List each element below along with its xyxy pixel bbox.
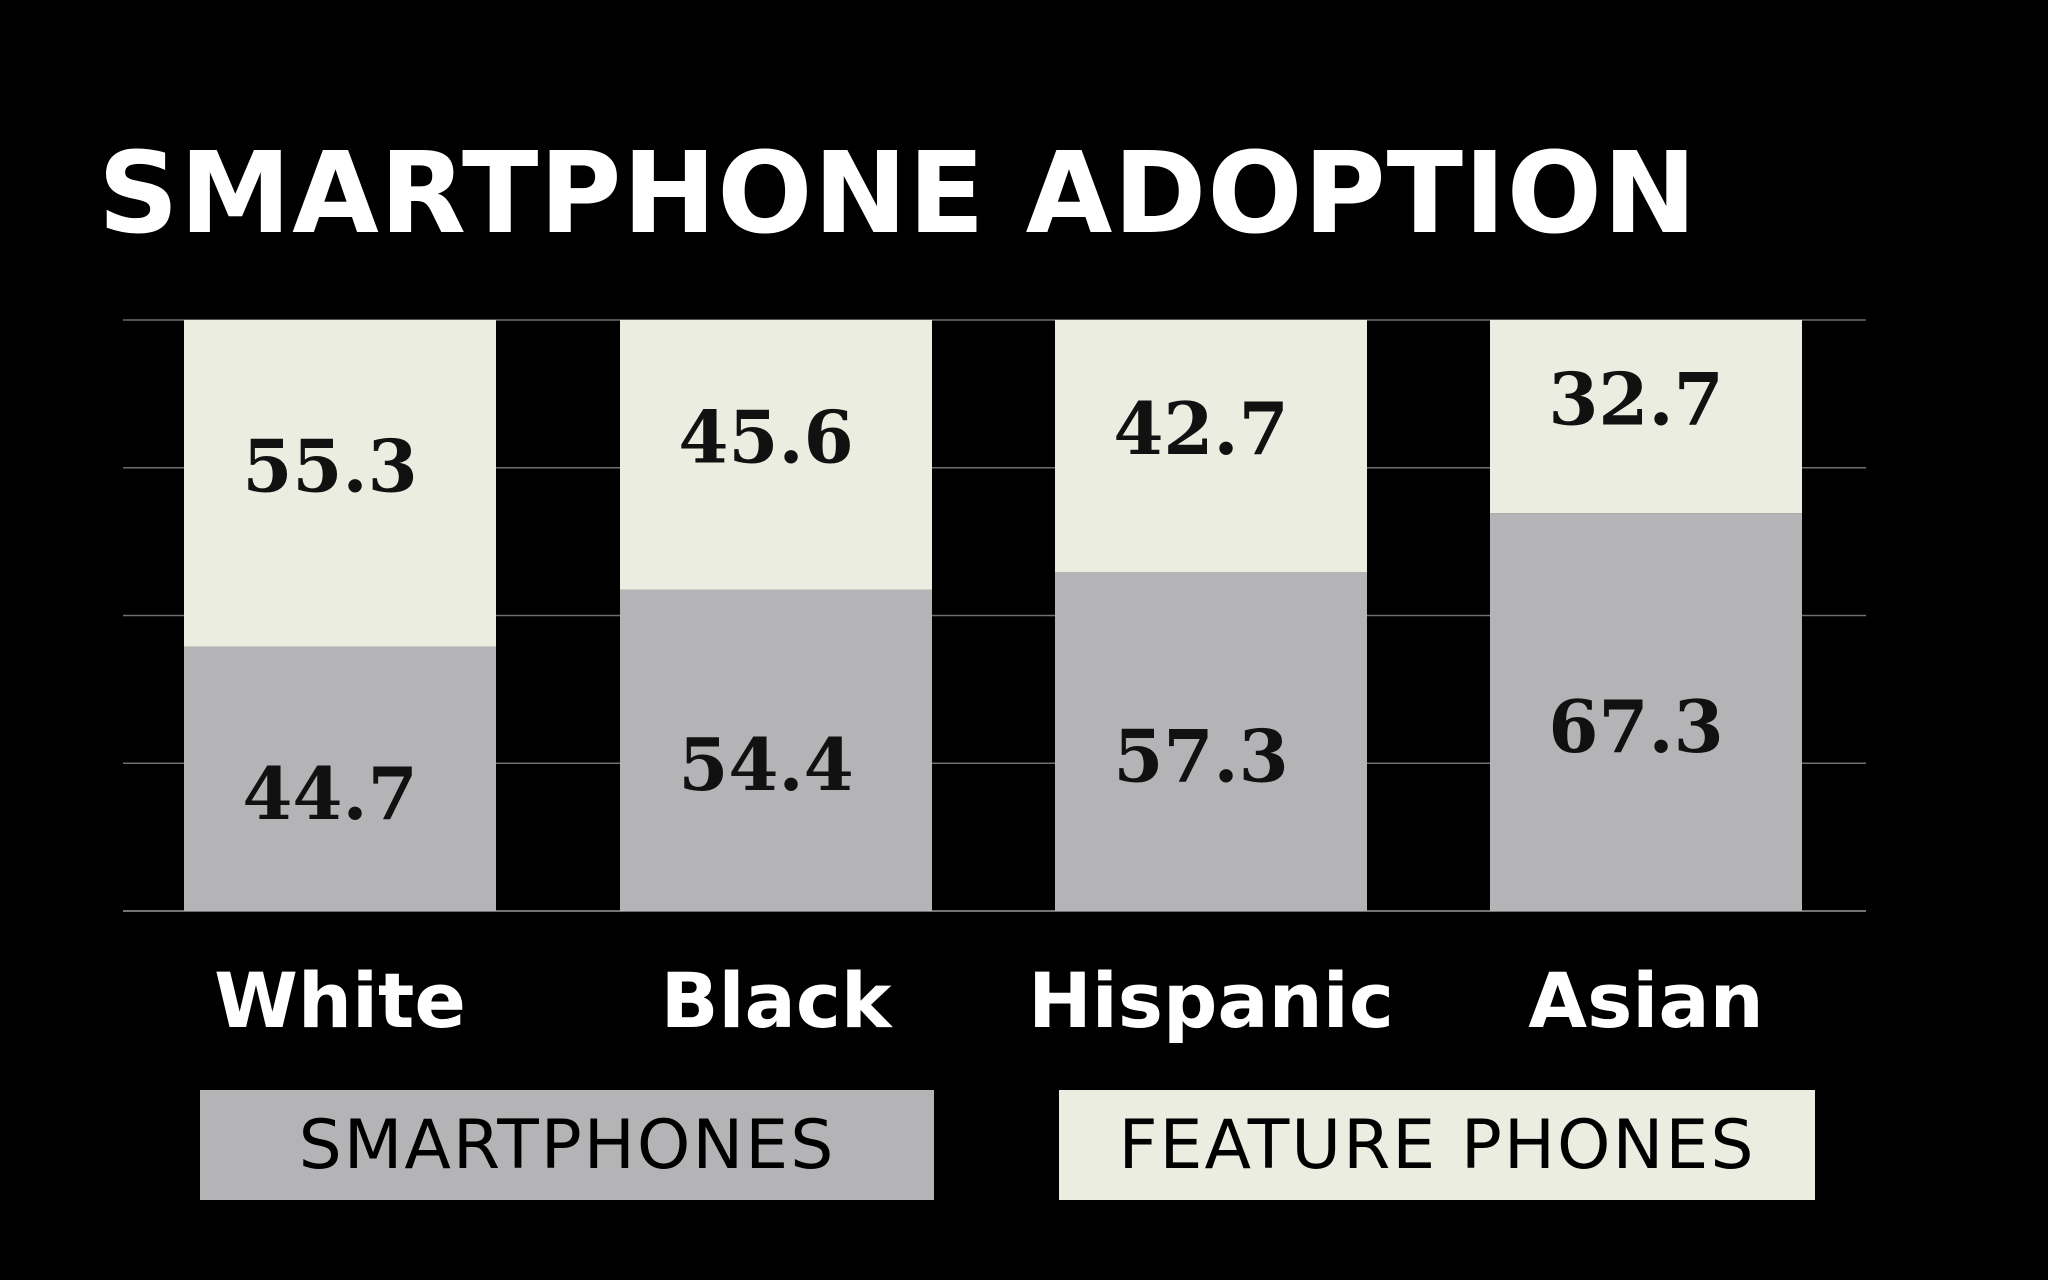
bar-feature-phones-asian: [1490, 320, 1802, 514]
bar-feature-phones-black: [620, 320, 932, 590]
bar-smartphones-hispanic: [1055, 572, 1367, 911]
value-labels: 44.7 55.3 54.4 45.6 57.3 42.7 67.3 32.7: [242, 357, 1723, 836]
category-label-hispanic: Hispanic: [1028, 956, 1394, 1045]
bars: [184, 320, 1802, 911]
bar-smartphones-black: [620, 589, 932, 911]
bar-smartphones-asian: [1490, 513, 1802, 911]
value-label-smartphones-asian: 67.3: [1548, 684, 1723, 769]
value-label-feature-phones-hispanic: 42.7: [1113, 386, 1288, 471]
category-label-black: Black: [661, 956, 893, 1045]
category-label-white: White: [214, 956, 466, 1045]
chart-title: SMARTPHONE ADOPTION: [98, 129, 1698, 259]
value-label-smartphones-hispanic: 57.3: [1113, 714, 1288, 799]
bar-feature-phones-hispanic: [1055, 320, 1367, 573]
value-label-feature-phones-white: 55.3: [242, 423, 417, 508]
legend-smartphones: SMARTPHONES: [200, 1090, 934, 1200]
value-label-smartphones-black: 54.4: [678, 722, 853, 807]
value-label-feature-phones-asian: 32.7: [1548, 357, 1723, 442]
legend-smartphones-label: SMARTPHONES: [298, 1105, 836, 1185]
category-labels: White Black Hispanic Asian: [214, 956, 1764, 1045]
value-label-smartphones-white: 44.7: [242, 751, 417, 836]
legend-feature-phones: FEATURE PHONES: [1059, 1090, 1815, 1200]
legend-feature-phones-label: FEATURE PHONES: [1118, 1105, 1756, 1185]
category-label-asian: Asian: [1528, 956, 1764, 1045]
bar-smartphones-white: [184, 646, 496, 911]
bar-feature-phones-white: [184, 320, 496, 647]
value-label-feature-phones-black: 45.6: [678, 395, 853, 480]
